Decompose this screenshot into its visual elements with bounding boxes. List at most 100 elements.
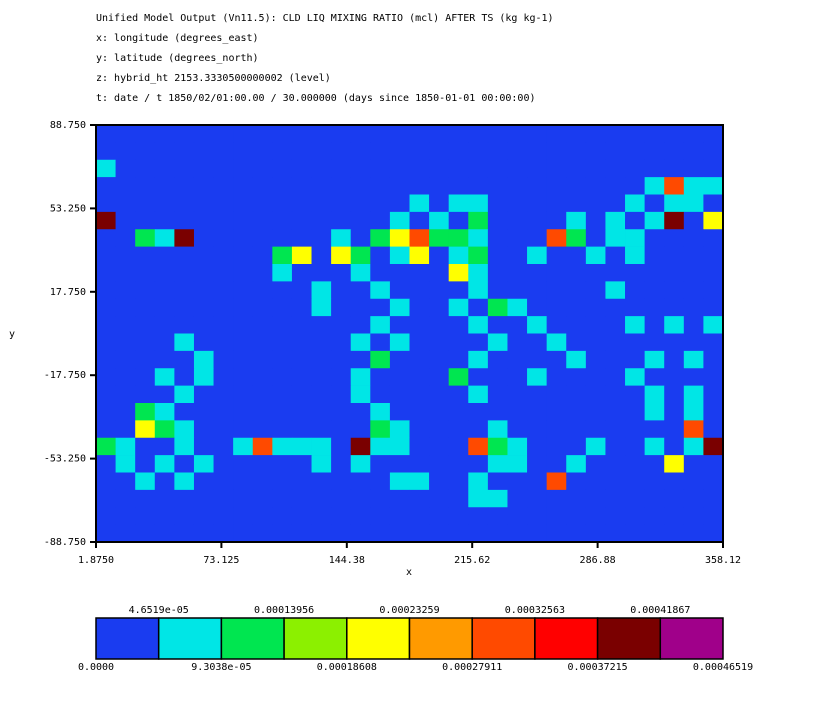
cell xyxy=(370,507,391,525)
cell xyxy=(429,437,449,456)
cell xyxy=(272,385,293,404)
cell xyxy=(389,211,410,230)
cell xyxy=(331,403,352,421)
cell xyxy=(605,125,626,143)
cell xyxy=(566,333,587,352)
cell xyxy=(703,368,724,386)
cell xyxy=(703,455,724,473)
cell xyxy=(566,455,587,473)
colorbar-label: 0.00037215 xyxy=(567,662,627,673)
cell xyxy=(644,211,665,230)
cell xyxy=(96,507,116,525)
cell xyxy=(154,455,175,473)
cell xyxy=(193,211,214,230)
cell xyxy=(566,368,587,386)
cell xyxy=(683,281,704,300)
cell xyxy=(272,420,293,439)
cell xyxy=(605,455,626,473)
cell xyxy=(625,420,645,439)
cell xyxy=(252,246,273,265)
cell xyxy=(193,368,214,386)
cell xyxy=(625,194,645,213)
cell xyxy=(272,472,293,491)
cell xyxy=(213,298,234,317)
cell xyxy=(664,159,685,178)
cell xyxy=(527,420,547,439)
cell xyxy=(625,368,645,386)
cell xyxy=(174,316,195,334)
cell xyxy=(468,281,489,300)
cell xyxy=(233,455,254,473)
cell xyxy=(233,524,254,543)
cell xyxy=(448,264,469,282)
x-tick-label: 73.125 xyxy=(203,555,239,566)
cell xyxy=(115,211,136,230)
cell xyxy=(429,420,449,439)
cell xyxy=(174,281,195,300)
cell xyxy=(585,489,606,508)
cell xyxy=(605,524,626,543)
cell xyxy=(409,281,430,300)
cell xyxy=(487,229,508,247)
cell xyxy=(233,472,254,491)
cell xyxy=(448,368,469,386)
cell xyxy=(154,437,175,456)
cell xyxy=(605,507,626,525)
cell xyxy=(96,524,116,543)
cell xyxy=(174,194,195,213)
cell xyxy=(566,211,587,230)
cell xyxy=(272,177,293,195)
colorbar-box xyxy=(157,617,223,660)
cell xyxy=(272,350,293,369)
cell xyxy=(605,246,626,265)
cell xyxy=(135,316,156,334)
cell xyxy=(683,246,704,265)
cell xyxy=(370,194,391,213)
cell xyxy=(585,159,606,178)
cell xyxy=(233,350,254,369)
cell xyxy=(311,194,332,213)
cell xyxy=(468,177,489,195)
colorbar-label: 0.00023259 xyxy=(379,605,439,616)
cell xyxy=(605,333,626,352)
cell xyxy=(291,142,312,161)
cell xyxy=(213,333,234,352)
cell xyxy=(252,333,273,352)
cell xyxy=(527,524,547,543)
cell xyxy=(115,281,136,300)
cell xyxy=(644,489,665,508)
cell xyxy=(605,194,626,213)
cell xyxy=(487,403,508,421)
cell xyxy=(487,298,508,317)
cell xyxy=(389,177,410,195)
colorbar-label: 9.3038e-05 xyxy=(191,662,251,673)
cell xyxy=(96,403,116,421)
cell xyxy=(468,350,489,369)
cell xyxy=(409,420,430,439)
cell xyxy=(193,177,214,195)
cell xyxy=(585,316,606,334)
cell xyxy=(291,472,312,491)
subtitle: x: longitude (degrees_east) xyxy=(96,33,259,44)
cell xyxy=(664,437,685,456)
colorbar-label: 0.00018608 xyxy=(317,662,377,673)
cell xyxy=(213,177,234,195)
cell xyxy=(507,264,528,282)
cell xyxy=(311,211,332,230)
cell xyxy=(585,194,606,213)
cell xyxy=(546,142,567,161)
cell xyxy=(448,316,469,334)
cell xyxy=(625,177,645,195)
cell xyxy=(683,385,704,404)
cell xyxy=(507,333,528,352)
cell xyxy=(311,455,332,473)
cell xyxy=(233,316,254,334)
y-tick-label: 17.750 xyxy=(50,287,86,298)
cell xyxy=(311,437,332,456)
cell xyxy=(174,455,195,473)
cell xyxy=(389,229,410,247)
cell xyxy=(487,489,508,508)
cell xyxy=(585,368,606,386)
cell xyxy=(291,385,312,404)
cell xyxy=(389,264,410,282)
